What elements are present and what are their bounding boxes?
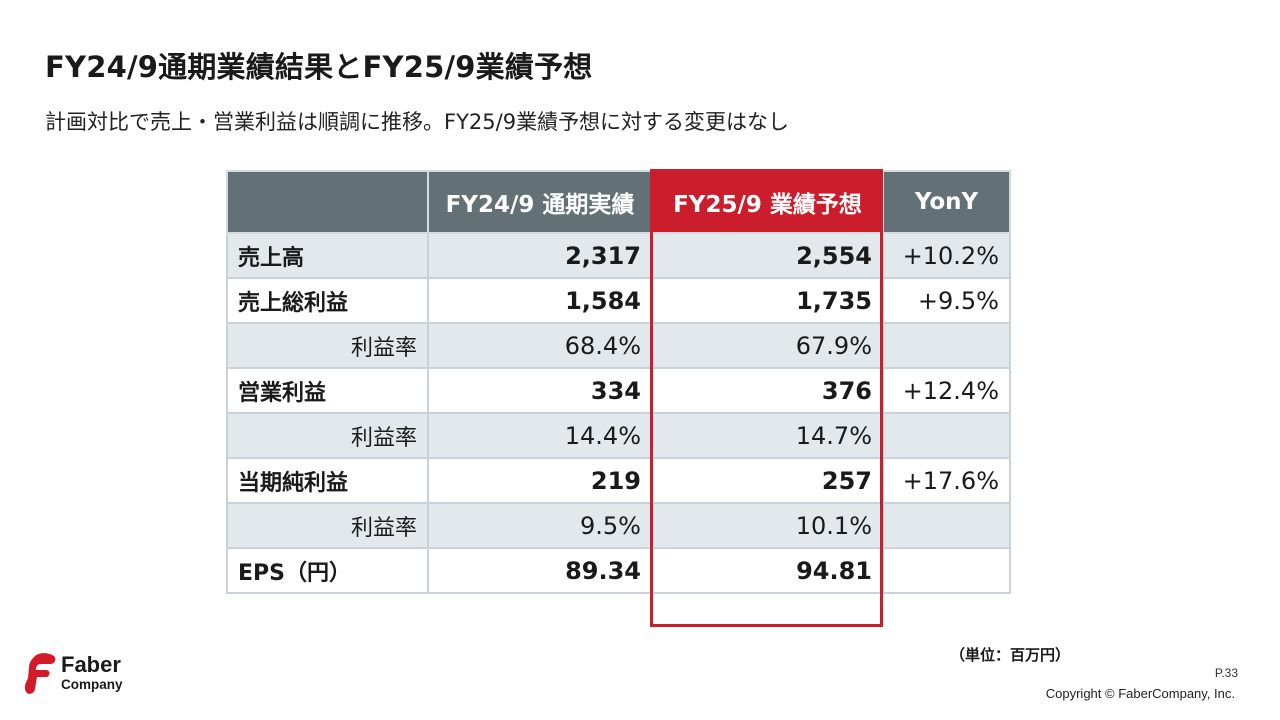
cell-fy25: 14.7% bbox=[651, 412, 884, 459]
table-row-gross-margin: 利益率 68.4% 67.9% bbox=[226, 322, 1011, 369]
unit-note: （単位：百万円） bbox=[949, 646, 1070, 664]
cell-fy24: 9.5% bbox=[427, 502, 653, 549]
cell-fy24: 2,317 bbox=[427, 232, 653, 279]
table-header-row: FY24/9 通期実績 FY25/9 業績予想 YonY bbox=[226, 170, 1011, 234]
header-fy24-actual: FY24/9 通期実績 bbox=[427, 170, 653, 234]
row-label: 営業利益 bbox=[226, 367, 429, 414]
table-row-revenue: 売上高 2,317 2,554 +10.2% bbox=[226, 232, 1011, 279]
cell-fy25: 10.1% bbox=[651, 502, 884, 549]
header-blank bbox=[226, 170, 429, 234]
cell-yony: +12.4% bbox=[882, 367, 1011, 414]
cell-yony: +17.6% bbox=[882, 457, 1011, 504]
cell-yony bbox=[882, 322, 1011, 369]
cell-fy25: 94.81 bbox=[651, 547, 884, 594]
row-label: EPS（円） bbox=[226, 547, 429, 594]
cell-fy24: 219 bbox=[427, 457, 653, 504]
page-subtitle: 計画対比で売上・営業利益は順調に推移。FY25/9業績予想に対する変更はなし bbox=[45, 110, 790, 134]
results-table: FY24/9 通期実績 FY25/9 業績予想 YonY 売上高 2,317 2… bbox=[226, 170, 1011, 594]
page-number: P.33 bbox=[1214, 666, 1238, 680]
cell-fy24: 14.4% bbox=[427, 412, 653, 459]
company-logo: Faber Company bbox=[24, 651, 144, 697]
cell-yony: +10.2% bbox=[882, 232, 1011, 279]
logo-text-faber: Faber bbox=[61, 652, 121, 677]
logo-text-company: Company bbox=[61, 677, 123, 692]
cell-fy25: 2,554 bbox=[651, 232, 884, 279]
faber-logo-mark-icon bbox=[24, 653, 56, 694]
cell-fy24: 334 bbox=[427, 367, 653, 414]
cell-fy24: 1,584 bbox=[427, 277, 653, 324]
cell-fy25: 67.9% bbox=[651, 322, 884, 369]
cell-fy24: 68.4% bbox=[427, 322, 653, 369]
header-yony: YonY bbox=[882, 170, 1011, 234]
cell-fy25: 1,735 bbox=[651, 277, 884, 324]
row-label: 利益率 bbox=[226, 502, 429, 549]
table-row-gross-profit: 売上総利益 1,584 1,735 +9.5% bbox=[226, 277, 1011, 324]
cell-fy25: 257 bbox=[651, 457, 884, 504]
row-label: 売上総利益 bbox=[226, 277, 429, 324]
table-row-eps: EPS（円） 89.34 94.81 bbox=[226, 547, 1011, 594]
table-row-net-income: 当期純利益 219 257 +17.6% bbox=[226, 457, 1011, 504]
table-row-net-margin: 利益率 9.5% 10.1% bbox=[226, 502, 1011, 549]
cell-fy24: 89.34 bbox=[427, 547, 653, 594]
row-label: 利益率 bbox=[226, 412, 429, 459]
page-title: FY24/9通期業績結果とFY25/9業績予想 bbox=[45, 50, 593, 84]
row-label: 利益率 bbox=[226, 322, 429, 369]
table-row-operating-margin: 利益率 14.4% 14.7% bbox=[226, 412, 1011, 459]
row-label: 当期純利益 bbox=[226, 457, 429, 504]
cell-yony bbox=[882, 502, 1011, 549]
cell-yony bbox=[882, 412, 1011, 459]
table-row-operating-profit: 営業利益 334 376 +12.4% bbox=[226, 367, 1011, 414]
cell-yony bbox=[882, 547, 1011, 594]
row-label: 売上高 bbox=[226, 232, 429, 279]
cell-yony: +9.5% bbox=[882, 277, 1011, 324]
copyright-text: Copyright © FaberCompany, Inc. bbox=[1045, 686, 1235, 701]
cell-fy25: 376 bbox=[651, 367, 884, 414]
header-fy25-forecast: FY25/9 業績予想 bbox=[651, 170, 884, 234]
